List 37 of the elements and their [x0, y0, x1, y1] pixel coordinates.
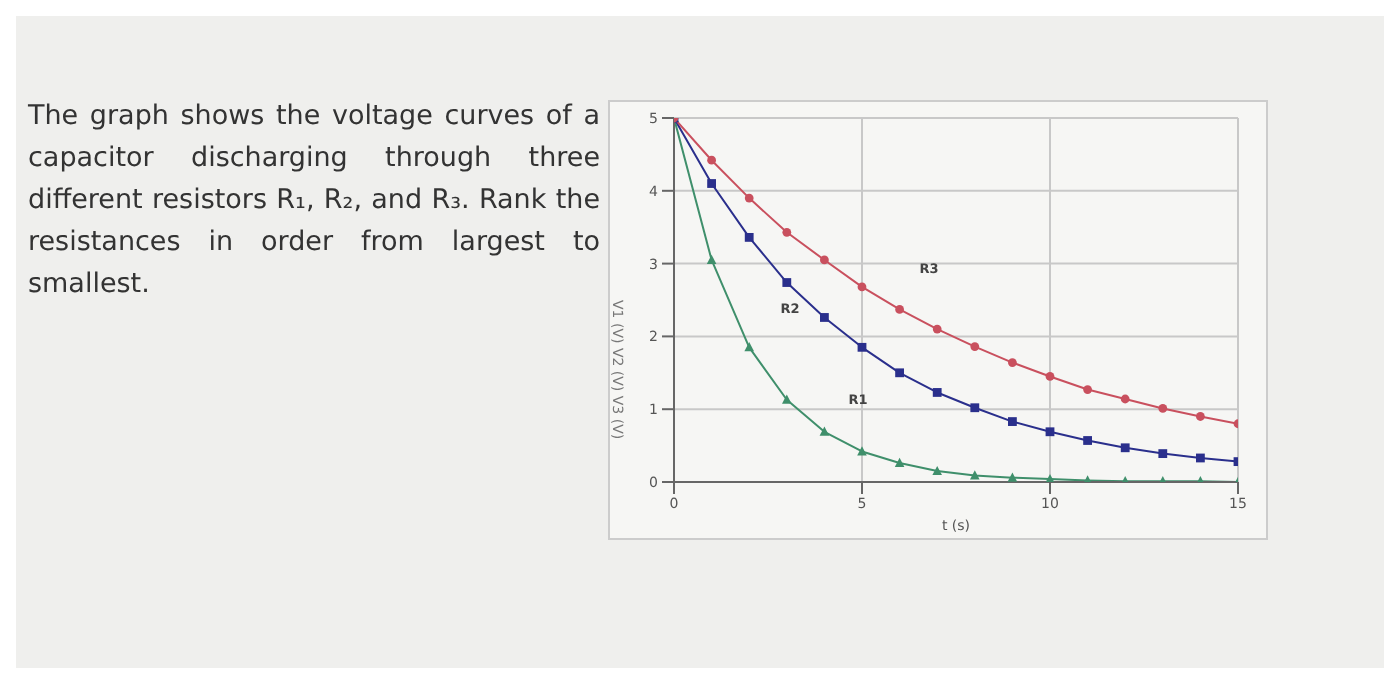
- point: [782, 278, 792, 287]
- point: [1008, 358, 1017, 368]
- point: [707, 179, 716, 188]
- point: [1008, 417, 1017, 426]
- point: [932, 388, 942, 397]
- point: [706, 254, 717, 264]
- point: [1158, 404, 1168, 413]
- point: [895, 368, 904, 378]
- point: [1196, 412, 1205, 421]
- point: [970, 403, 980, 413]
- point: [1196, 453, 1205, 463]
- point: [1083, 436, 1092, 445]
- point: [744, 232, 754, 242]
- point: [744, 193, 754, 203]
- point: [894, 457, 905, 468]
- point: [857, 342, 867, 352]
- point: [1158, 449, 1168, 459]
- point: [857, 446, 867, 456]
- point: [820, 313, 829, 322]
- point: [1045, 372, 1055, 381]
- point: [895, 305, 904, 314]
- point: [820, 255, 829, 265]
- text: The graph shows the voltage curves of a capacitor discharging through three different resistors R₁, R₂, and R₃. Rank the resistances in order from largest to smallest.: [28, 98, 600, 304]
- point: [857, 282, 867, 292]
- point: [744, 342, 754, 352]
- point: [1120, 394, 1130, 404]
- point: [932, 465, 942, 476]
- point: [1120, 443, 1130, 453]
- point: [932, 324, 942, 334]
- point: [782, 394, 792, 404]
- point: [819, 426, 830, 436]
- point: [970, 342, 980, 351]
- point: [1007, 472, 1018, 482]
- point: [1045, 427, 1055, 437]
- point: [1083, 385, 1092, 394]
- point: [707, 155, 716, 165]
- point: [782, 227, 792, 237]
